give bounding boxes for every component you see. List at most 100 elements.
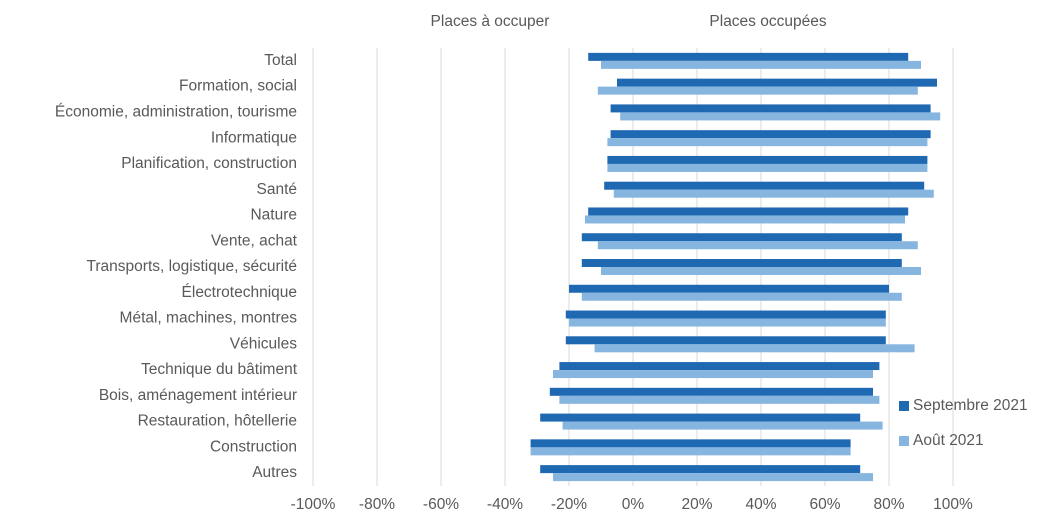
bar	[633, 318, 886, 327]
bar	[633, 447, 851, 456]
bar	[633, 473, 873, 482]
bar	[633, 112, 941, 121]
bar	[633, 395, 880, 404]
bar	[581, 259, 633, 267]
x-tick-label: -60%	[423, 496, 459, 513]
category-label: Véhicules	[230, 335, 297, 352]
bar	[562, 421, 633, 430]
bar	[594, 344, 633, 353]
bar	[633, 130, 931, 139]
bar	[633, 52, 909, 61]
x-tick-label: 60%	[809, 496, 840, 513]
bar	[633, 78, 937, 87]
bar	[633, 370, 873, 379]
bar	[585, 215, 633, 224]
x-tick-label: 40%	[745, 496, 776, 513]
category-label: Santé	[256, 181, 297, 198]
bar	[601, 60, 633, 69]
bar	[540, 465, 633, 474]
category-label: Électrotechnique	[182, 284, 297, 301]
bar	[604, 181, 633, 190]
bar	[565, 310, 633, 319]
bar	[633, 155, 928, 164]
category-label: Informatique	[211, 129, 297, 146]
x-tick-label: 100%	[933, 496, 973, 513]
bar	[620, 112, 633, 121]
bar	[559, 395, 633, 404]
legend-swatch	[899, 401, 909, 411]
bar	[588, 52, 633, 61]
bar	[559, 362, 633, 371]
bar	[553, 473, 633, 482]
bar	[633, 215, 905, 224]
right-header: Places occupées	[709, 13, 826, 30]
x-tick-label: -20%	[551, 496, 587, 513]
bar	[633, 259, 902, 267]
bar	[633, 104, 931, 113]
bar	[540, 413, 633, 422]
bar	[633, 421, 883, 430]
category-label: Construction	[210, 438, 297, 455]
bar	[610, 104, 633, 113]
legend-label: Août 2021	[913, 432, 984, 449]
bar	[633, 207, 909, 216]
bar	[633, 387, 873, 396]
bar	[633, 189, 934, 198]
bar	[610, 130, 633, 139]
bar	[633, 86, 918, 95]
bar	[597, 241, 633, 250]
x-tick-label: -40%	[487, 496, 523, 513]
x-tick-label: 20%	[681, 496, 712, 513]
category-label: Restauration, hôtellerie	[138, 413, 297, 430]
category-label: Métal, machines, montres	[120, 310, 298, 327]
bar	[633, 344, 915, 353]
bar	[530, 447, 633, 456]
bar	[601, 267, 633, 275]
category-label: Vente, achat	[211, 232, 298, 249]
bar	[565, 336, 633, 345]
bar	[549, 387, 633, 396]
bar	[633, 292, 902, 301]
category-label: Technique du bâtiment	[141, 361, 298, 378]
category-label: Transports, logistique, sécurité	[87, 258, 298, 275]
bar	[633, 413, 861, 422]
bar	[633, 362, 880, 371]
bar	[607, 155, 633, 164]
x-tick-label: 0%	[622, 496, 645, 513]
bar	[613, 189, 633, 198]
bar	[569, 318, 633, 327]
bar	[633, 439, 851, 448]
bar	[633, 138, 928, 147]
bar	[581, 233, 633, 242]
bar	[597, 86, 633, 95]
bar	[588, 207, 633, 216]
x-tick-label: -80%	[359, 496, 395, 513]
category-label: Total	[264, 52, 297, 69]
bar	[633, 233, 902, 242]
left-header: Places à occuper	[431, 13, 550, 30]
bar	[617, 78, 633, 87]
bar	[633, 336, 886, 345]
legend-swatch	[899, 436, 909, 446]
category-label: Économie, administration, tourisme	[55, 104, 297, 121]
bar	[633, 60, 921, 69]
category-label: Formation, social	[179, 78, 297, 95]
x-tick-label: -100%	[291, 496, 336, 513]
bar	[607, 163, 633, 172]
bar	[581, 292, 633, 301]
bar	[607, 138, 633, 147]
bar	[530, 439, 633, 448]
category-label: Bois, aménagement intérieur	[99, 387, 297, 404]
category-label: Autres	[252, 464, 297, 481]
bar	[569, 284, 633, 293]
bar	[633, 181, 925, 190]
legend-label: Septembre 2021	[913, 397, 1028, 414]
bar	[633, 163, 928, 172]
bar	[633, 241, 918, 250]
category-label: Planification, construction	[121, 155, 297, 172]
bar	[633, 267, 921, 275]
bar	[553, 370, 633, 379]
x-tick-label: 80%	[873, 496, 904, 513]
bar	[633, 284, 889, 293]
